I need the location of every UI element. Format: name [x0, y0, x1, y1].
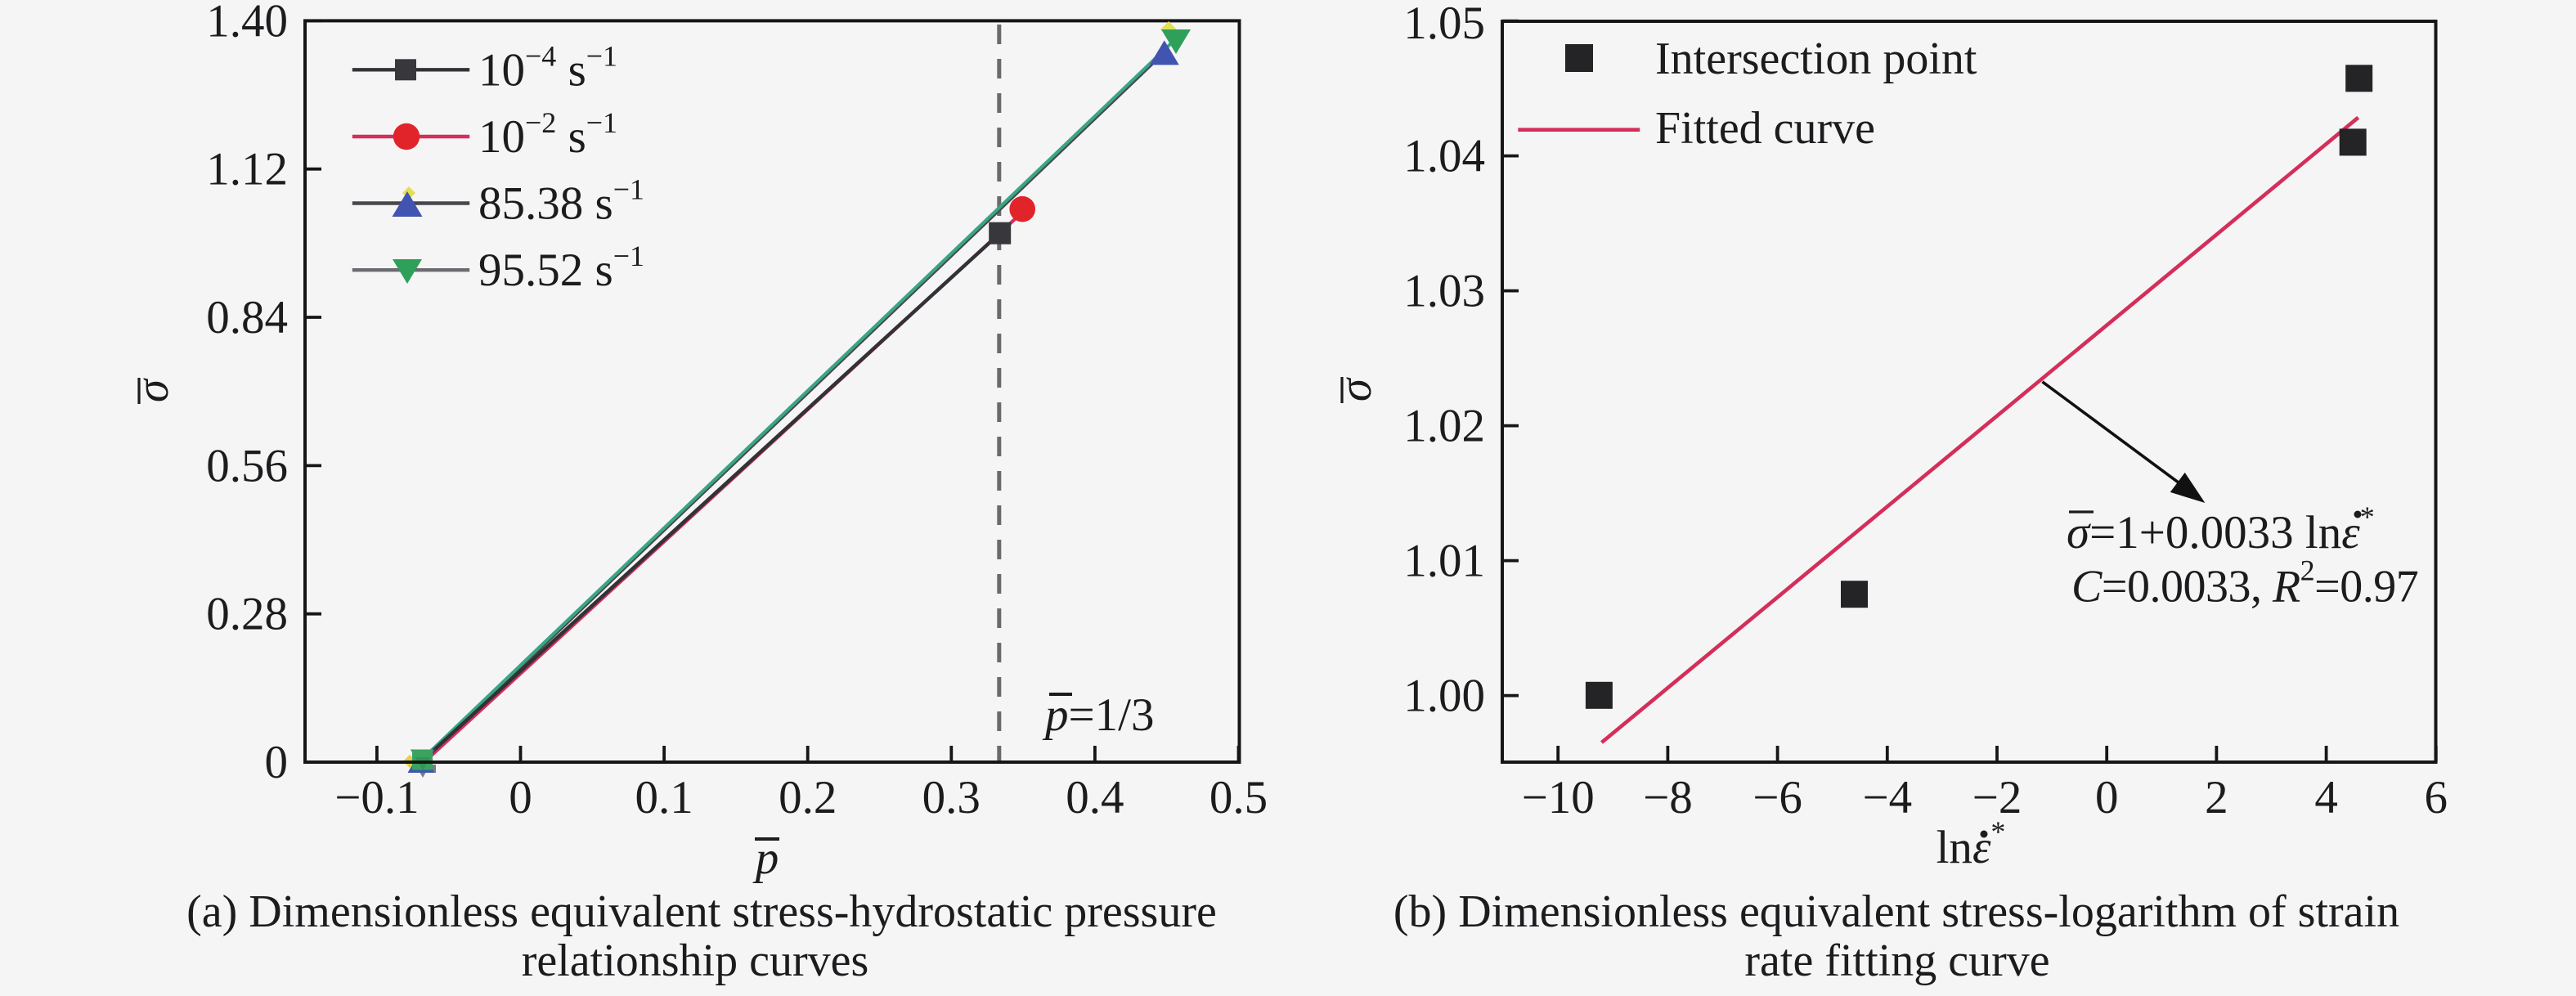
svg-text:−8: −8: [1643, 772, 1693, 823]
svg-text:1.40: 1.40: [206, 0, 288, 47]
svg-text:0.5: 0.5: [1209, 772, 1268, 823]
svg-text:0: 0: [2095, 772, 2119, 823]
svg-text:1.04: 1.04: [1403, 131, 1485, 182]
svg-text:σ=1+0.0033 lnε*: σ=1+0.0033 lnε*: [2067, 500, 2375, 559]
svg-text:0.2: 0.2: [779, 772, 837, 823]
svg-text:1.05: 1.05: [1403, 0, 1485, 49]
svg-text:relationship curves: relationship curves: [522, 935, 869, 986]
svg-text:rate fitting curve: rate fitting curve: [1744, 935, 2049, 986]
svg-text:Intersection point: Intersection point: [1655, 34, 1977, 84]
svg-text:p=1/3: p=1/3: [1042, 689, 1154, 741]
svg-text:1.02: 1.02: [1403, 401, 1485, 452]
svg-text:−10: −10: [1522, 772, 1595, 823]
svg-text:6: 6: [2425, 772, 2448, 823]
svg-text:(b) Dimensionless equivalent s: (b) Dimensionless equivalent stress-loga…: [1393, 886, 2399, 937]
svg-text:−6: −6: [1752, 772, 1802, 823]
svg-text:σ: σ: [1330, 377, 1381, 402]
svg-text:0.3: 0.3: [922, 772, 981, 823]
svg-text:0.28: 0.28: [206, 589, 288, 640]
svg-text:(a) Dimensionless equivalent s: (a) Dimensionless equivalent stress-hydr…: [186, 886, 1217, 937]
svg-text:−4: −4: [1862, 772, 1912, 823]
svg-text:4: 4: [2314, 772, 2338, 823]
svg-text:0: 0: [265, 737, 289, 788]
svg-text:0: 0: [509, 772, 532, 823]
svg-text:Fitted curve: Fitted curve: [1655, 103, 1875, 154]
svg-text:1.01: 1.01: [1403, 536, 1485, 587]
svg-text:0.1: 0.1: [635, 772, 693, 823]
svg-text:p: p: [752, 832, 779, 884]
svg-text:1.12: 1.12: [206, 144, 288, 195]
svg-text:1.03: 1.03: [1403, 266, 1485, 317]
svg-text:2: 2: [2205, 772, 2228, 823]
svg-text:0.4: 0.4: [1066, 772, 1124, 823]
svg-text:C=0.0033, R2=0.97: C=0.0033, R2=0.97: [2071, 554, 2418, 612]
svg-text:−0.1: −0.1: [334, 772, 419, 823]
svg-text:1.00: 1.00: [1403, 671, 1485, 722]
svg-text:σ: σ: [127, 378, 178, 402]
svg-text:0.84: 0.84: [206, 292, 288, 343]
svg-text:−2: −2: [1972, 772, 2022, 823]
svg-text:0.56: 0.56: [206, 440, 288, 491]
